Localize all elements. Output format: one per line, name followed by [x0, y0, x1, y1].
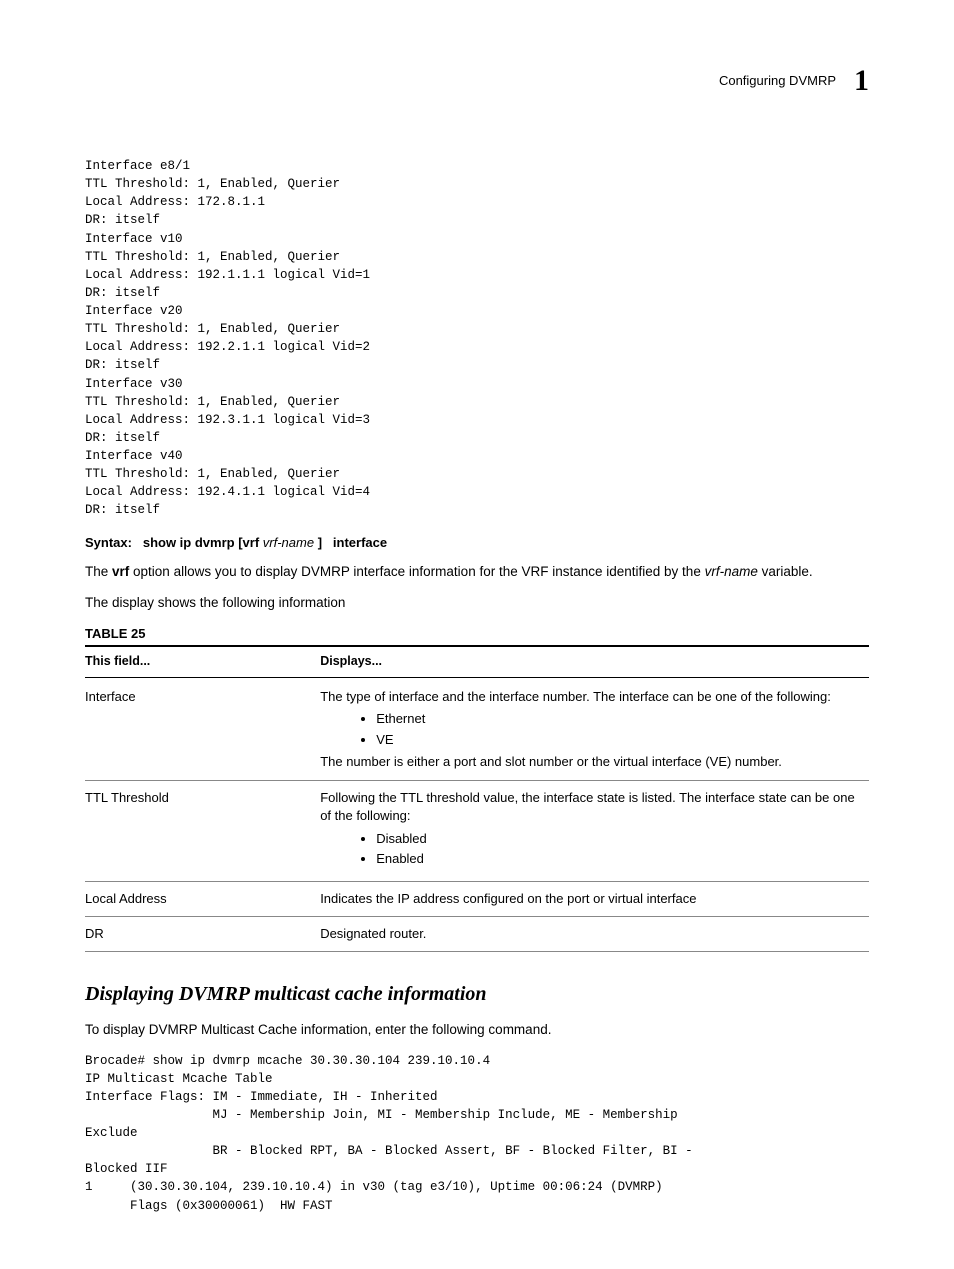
- syntax-cmd-3: ]: [318, 535, 322, 550]
- display-info-paragraph: The display shows the following informat…: [85, 593, 869, 613]
- para1-post: variable.: [758, 564, 813, 579]
- disp-interface: The type of interface and the interface …: [320, 677, 869, 780]
- header-title: Configuring DVMRP: [719, 72, 836, 90]
- list-item: Ethernet: [376, 709, 865, 729]
- syntax-arg-vrfname: vrf-name: [263, 535, 314, 550]
- syntax-cmd-1: show ip dvmrp: [143, 535, 235, 550]
- syntax-cmd-4: interface: [333, 535, 387, 550]
- field-interface: Interface: [85, 677, 320, 780]
- table-row: TTL Threshold Following the TTL threshol…: [85, 780, 869, 881]
- table-row: Local Address Indicates the IP address c…: [85, 881, 869, 916]
- th-field: This field...: [85, 646, 320, 677]
- syntax-cmd-2: [vrf: [238, 535, 259, 550]
- syntax-label: Syntax:: [85, 535, 132, 550]
- cli-output-interfaces: Interface e8/1 TTL Threshold: 1, Enabled…: [85, 157, 869, 520]
- para1-bold: vrf: [112, 564, 129, 579]
- field-dr: DR: [85, 916, 320, 951]
- mcache-intro-paragraph: To display DVMRP Multicast Cache informa…: [85, 1020, 869, 1040]
- vrf-option-paragraph: The vrf option allows you to display DVM…: [85, 562, 869, 582]
- disp-local-address: Indicates the IP address configured on t…: [320, 881, 869, 916]
- section-heading-mcache: Displaying DVMRP multicast cache informa…: [85, 980, 869, 1008]
- row1-list: Disabled Enabled: [376, 829, 865, 869]
- row0-outro: The number is either a port and slot num…: [320, 753, 865, 772]
- cli-output-mcache: Brocade# show ip dvmrp mcache 30.30.30.1…: [85, 1052, 869, 1215]
- syntax-line: Syntax: show ip dvmrp [vrf vrf-name ] in…: [85, 534, 869, 552]
- para1-mid: option allows you to display DVMRP inter…: [129, 564, 704, 579]
- chapter-number: 1: [854, 60, 869, 102]
- list-item: VE: [376, 730, 865, 750]
- row0-intro: The type of interface and the interface …: [320, 688, 865, 707]
- table-row: DR Designated router.: [85, 916, 869, 951]
- field-local-address: Local Address: [85, 881, 320, 916]
- para1-pre: The: [85, 564, 112, 579]
- para1-italic: vrf-name: [705, 564, 758, 579]
- disp-ttl: Following the TTL threshold value, the i…: [320, 780, 869, 881]
- table-header-row: This field... Displays...: [85, 646, 869, 677]
- table-label: TABLE 25: [85, 625, 869, 643]
- field-description-table: This field... Displays... Interface The …: [85, 645, 869, 952]
- table-row: Interface The type of interface and the …: [85, 677, 869, 780]
- list-item: Disabled: [376, 829, 865, 849]
- th-displays: Displays...: [320, 646, 869, 677]
- page-header: Configuring DVMRP 1: [85, 60, 869, 102]
- list-item: Enabled: [376, 849, 865, 869]
- field-ttl: TTL Threshold: [85, 780, 320, 881]
- row1-intro: Following the TTL threshold value, the i…: [320, 789, 865, 827]
- row0-list: Ethernet VE: [376, 709, 865, 749]
- disp-dr: Designated router.: [320, 916, 869, 951]
